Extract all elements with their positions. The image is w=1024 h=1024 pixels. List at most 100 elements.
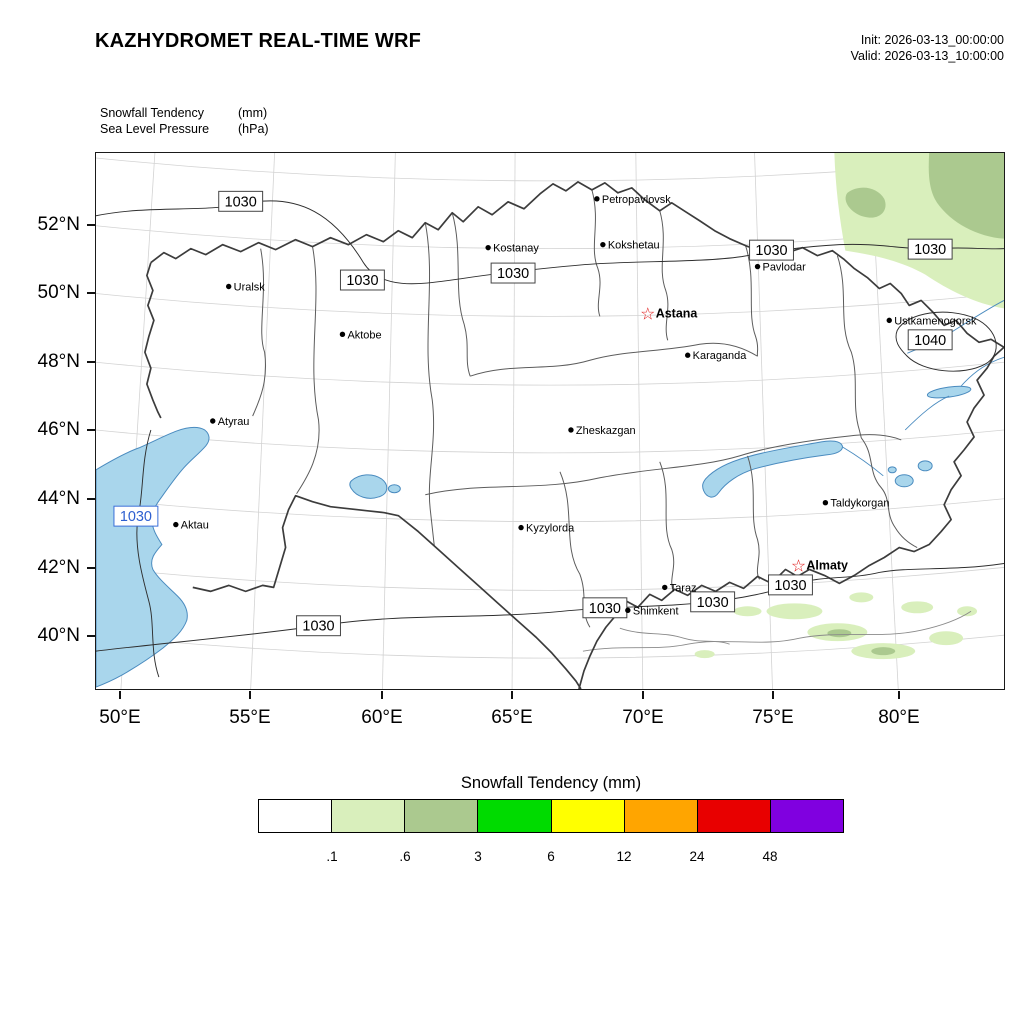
plotted-variables: Snowfall Tendency (mm) Sea Level Pressur… — [100, 106, 269, 137]
lon-tick-label: 60°E — [361, 707, 403, 728]
river — [960, 356, 1004, 387]
valid-time: Valid: 2026-03-13_10:00:00 — [850, 49, 1004, 63]
legend-color-box — [259, 800, 333, 832]
aral-sea-east — [387, 484, 401, 494]
city-dot-icon — [886, 317, 892, 324]
city-label: Karaganda — [693, 350, 748, 362]
city-label: Atyrau — [218, 416, 250, 428]
pressure-labels-layer: 1030 1030 1030 1030 1030 1040 1030 1030 1030 1030… — [113, 190, 953, 637]
river — [842, 446, 884, 477]
capital-star-icon: ☆ — [640, 304, 655, 323]
legend-color-box — [551, 800, 625, 832]
city-dot-icon — [226, 283, 232, 290]
pressure-label: 1030 — [490, 262, 536, 284]
legend-colorbar — [258, 799, 844, 833]
legend-tick-label: .1 — [326, 849, 338, 864]
lat-tick-mark — [87, 498, 95, 500]
pressure-contours — [96, 200, 1004, 678]
legend-tick-label: 24 — [689, 849, 705, 864]
pressure-label-text: 1030 — [302, 619, 334, 635]
pressure-label-text: 1030 — [914, 242, 946, 258]
capital-star-icon: ☆ — [791, 556, 806, 575]
aral-sea — [349, 474, 388, 499]
city-label: Kokshetau — [608, 240, 660, 252]
lat-tick-mark — [87, 224, 95, 226]
pressure-label-box — [218, 190, 264, 212]
kazakhstan-border — [144, 181, 1004, 689]
lake-sasykkol — [917, 460, 933, 472]
city-dot-icon — [173, 521, 179, 528]
city-marker: Ustkamenogorsk — [886, 315, 977, 327]
foreign-borders — [582, 610, 972, 652]
pressure-label-box — [490, 262, 536, 284]
pressure-label: 1030 — [218, 190, 264, 212]
lat-tick-mark — [87, 429, 95, 431]
variable-unit: (hPa) — [238, 121, 269, 136]
city-marker: Atyrau — [210, 416, 249, 428]
capital-city-marker: ☆ Almaty — [791, 556, 848, 575]
variable-name: Sea Level Pressure — [100, 121, 210, 136]
river — [904, 395, 950, 431]
city-dot-icon — [754, 263, 761, 270]
city-dot-icon — [339, 331, 346, 338]
city-marker: Shimkent — [625, 605, 679, 617]
lat-tick-mark — [87, 635, 95, 637]
legend-color-box — [478, 800, 552, 832]
legend-color-box — [332, 800, 406, 832]
legend-title: Snowfall Tendency (mm) — [460, 774, 642, 792]
city-dot-icon — [662, 584, 668, 591]
legend-tick-label: .6 — [399, 849, 411, 864]
city-label: Shimkent — [633, 605, 679, 617]
cities-layer: Petropavlovsk Kostanay Kokshetau Pavlodar Ur… — [173, 194, 977, 617]
pressure-label-text: 1040 — [914, 333, 946, 349]
lon-tick-mark — [898, 691, 900, 699]
city-dot-icon — [210, 418, 216, 424]
lon-tick-label: 80°E — [878, 707, 920, 728]
city-dot-icon — [594, 196, 600, 202]
city-marker: Karaganda — [685, 350, 747, 362]
lon-tick-mark — [381, 691, 383, 699]
model-run-info: Init: 2026-03-13_00:00:00 Valid: 2026-03… — [851, 32, 1004, 64]
weather-map: 1030 1030 1030 1030 1030 1040 1030 1030 1030 1030… — [96, 153, 1004, 689]
lake-zaysan — [926, 385, 972, 399]
lon-tick-mark — [249, 691, 251, 699]
lon-tick-mark — [772, 691, 774, 699]
capital-city-marker: ☆ Astana — [640, 304, 697, 323]
city-dot-icon — [518, 524, 524, 531]
legend-tick-label: 12 — [616, 849, 632, 864]
city-marker: Kokshetau — [600, 240, 660, 252]
city-dot-icon — [485, 244, 491, 251]
city-label: Ustkamenogorsk — [894, 315, 977, 327]
lat-tick-label: 40°N — [37, 625, 80, 646]
lon-tick-mark — [119, 691, 121, 699]
lat-tick-label: 50°N — [37, 282, 80, 303]
pressure-label-box — [296, 615, 341, 637]
city-dot-icon — [822, 500, 829, 506]
pressure-label-box — [768, 574, 813, 596]
pressure-label: 1040 — [907, 329, 953, 351]
variable-name: Snowfall Tendency — [100, 106, 205, 120]
pressure-label: 1030 — [113, 505, 159, 527]
pressure-label-text: 1030 — [755, 243, 787, 259]
legend-tick-labels: .1 .6 3 6 12 24 48 — [259, 849, 843, 867]
lat-tick-label: 44°N — [37, 488, 80, 509]
legend-color-box — [624, 800, 698, 832]
city-marker: Kostanay — [485, 243, 539, 255]
lat-tick-label: 46°N — [37, 419, 80, 440]
lon-tick-label: 70°E — [622, 707, 664, 728]
lat-tick-mark — [87, 292, 95, 294]
pressure-label-text: 1030 — [589, 601, 621, 617]
pressure-label-box — [113, 505, 159, 527]
pressure-label: 1030 — [768, 574, 813, 596]
init-time: Init: 2026-03-13_00:00:00 — [860, 33, 1004, 47]
water-bodies — [96, 300, 1004, 688]
lon-tick-label: 65°E — [491, 707, 533, 728]
city-label: Kostanay — [493, 243, 539, 255]
map-frame: 1030 1030 1030 1030 1030 1040 1030 1030 1030 1030… — [95, 152, 1005, 690]
lon-tick-mark — [642, 691, 644, 699]
small-lake — [887, 466, 897, 474]
city-marker: Petropavlovsk — [594, 194, 671, 206]
pressure-label: 1030 — [296, 615, 341, 637]
legend-tick-label: 6 — [547, 849, 555, 864]
city-label: Aktau — [181, 520, 209, 532]
